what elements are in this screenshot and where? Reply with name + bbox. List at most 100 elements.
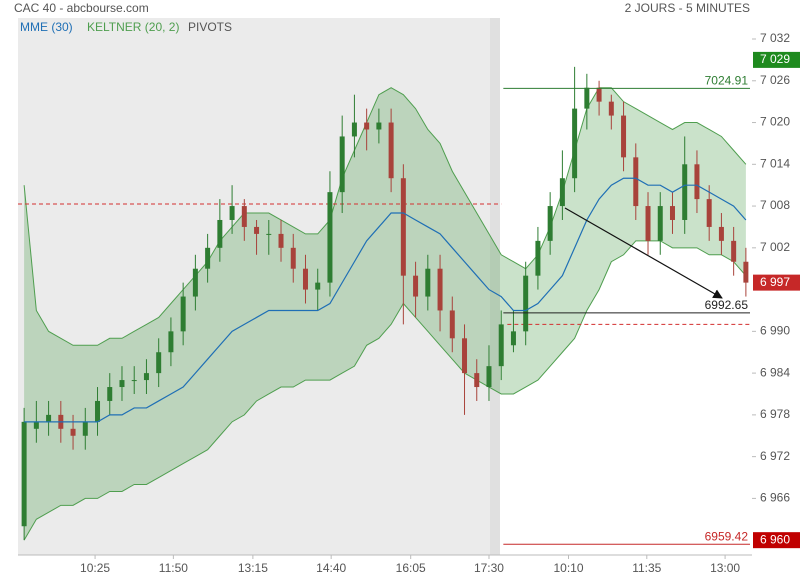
candle-body <box>107 387 113 401</box>
y-tick-label: 7 008 <box>760 198 790 212</box>
y-tick-label: 7 002 <box>760 240 790 254</box>
price-badge-label: 7 029 <box>760 52 790 66</box>
candle-body <box>156 352 162 374</box>
candle-body <box>192 268 198 297</box>
candle-body <box>413 275 419 297</box>
chart-title: CAC 40 - abcbourse.com <box>14 1 149 15</box>
candle-body <box>474 373 480 388</box>
candle-body <box>572 108 578 179</box>
y-tick-label: 7 032 <box>760 31 790 45</box>
price-badge-label: 6 960 <box>760 532 790 546</box>
y-tick-label: 6 990 <box>760 324 790 338</box>
candle-body <box>584 87 590 109</box>
reference-label: 7024.91 <box>705 74 749 88</box>
candle-body <box>82 421 88 436</box>
keltner-upper <box>23 87 747 346</box>
candle-body <box>388 122 394 179</box>
candle-body <box>254 226 260 234</box>
candle-body <box>621 115 627 158</box>
y-tick-label: 6 984 <box>760 365 790 379</box>
candle-body <box>21 421 27 527</box>
candle-body <box>608 101 614 116</box>
candle-body <box>718 226 724 241</box>
candle-body <box>486 366 492 388</box>
x-tick-label: 16:05 <box>396 561 426 575</box>
candle-body <box>241 206 247 227</box>
candle-body <box>669 206 675 220</box>
price-badge <box>753 274 800 291</box>
candle-body <box>290 247 296 269</box>
candle-body <box>535 240 541 276</box>
candle-body <box>315 282 321 290</box>
candle-body <box>46 414 52 422</box>
candle-body <box>205 247 211 269</box>
y-tick-label: 6 978 <box>760 407 790 421</box>
y-tick-label: 6 972 <box>760 449 790 463</box>
candle-body <box>462 338 468 374</box>
x-tick-label: 11:35 <box>632 561 661 575</box>
x-tick-label: 13:00 <box>710 561 740 575</box>
candle-body <box>425 268 431 297</box>
candle-body <box>694 164 700 200</box>
y-tick-label: 7 020 <box>760 115 790 129</box>
candle-body <box>131 380 137 382</box>
candle-body <box>95 400 101 422</box>
x-tick-label: 11:50 <box>159 561 188 575</box>
y-tick-label: 7 026 <box>760 73 790 87</box>
candle-body <box>645 206 651 241</box>
session-edge <box>490 18 500 555</box>
session-background <box>18 18 500 555</box>
candle-body <box>266 233 272 235</box>
candle-body <box>706 199 712 227</box>
candle-body <box>547 206 553 241</box>
x-tick-label: 10:10 <box>553 561 583 575</box>
candle-body <box>168 331 174 353</box>
candle-body <box>449 310 455 339</box>
candle-body <box>180 296 186 332</box>
candle-body <box>351 122 357 137</box>
trend-arrow <box>564 207 723 299</box>
x-tick-label: 13:15 <box>238 561 268 575</box>
candle-body <box>633 157 639 207</box>
legend-entry: PIVOTS <box>188 20 232 34</box>
candle-body <box>229 206 235 220</box>
candle-body <box>559 178 565 207</box>
price-badge <box>753 532 800 549</box>
candle-body <box>682 164 688 220</box>
candle-body <box>70 428 76 436</box>
reference-label: 6992.65 <box>705 298 749 312</box>
candle-body <box>302 268 308 290</box>
legend-entry: KELTNER (20, 2) <box>87 20 179 34</box>
candle-body <box>498 324 504 367</box>
candle-body <box>339 136 345 193</box>
y-tick-label: 6 966 <box>760 491 790 505</box>
y-tick-label: 7 014 <box>760 156 790 170</box>
x-tick-label: 14:40 <box>316 561 346 575</box>
candle-body <box>596 87 602 102</box>
candle-body <box>119 380 125 388</box>
chart-subtitle: 2 JOURS - 5 MINUTES <box>625 1 750 15</box>
candle-body <box>743 261 749 283</box>
reference-label: 6959.42 <box>705 529 749 543</box>
x-tick-label: 17:30 <box>474 561 504 575</box>
candle-body <box>364 122 370 130</box>
keltner-lower <box>23 240 747 541</box>
candle-body <box>327 192 333 283</box>
candle-body <box>376 122 382 130</box>
candle-body <box>731 240 737 262</box>
candle-body <box>510 331 516 346</box>
candle-body <box>143 373 149 381</box>
candle-body <box>33 421 39 429</box>
candle-body <box>217 219 223 248</box>
candle-body <box>523 275 529 332</box>
legend-entry: MME (30) <box>20 20 73 34</box>
price-badge-label: 6 997 <box>760 275 790 289</box>
mme-line <box>24 177 747 423</box>
price-badge <box>753 51 800 68</box>
candle-body <box>278 233 284 248</box>
x-tick-label: 10:25 <box>80 561 110 575</box>
candle-body <box>400 178 406 276</box>
keltner-band <box>24 87 746 541</box>
candle-body <box>437 268 443 311</box>
